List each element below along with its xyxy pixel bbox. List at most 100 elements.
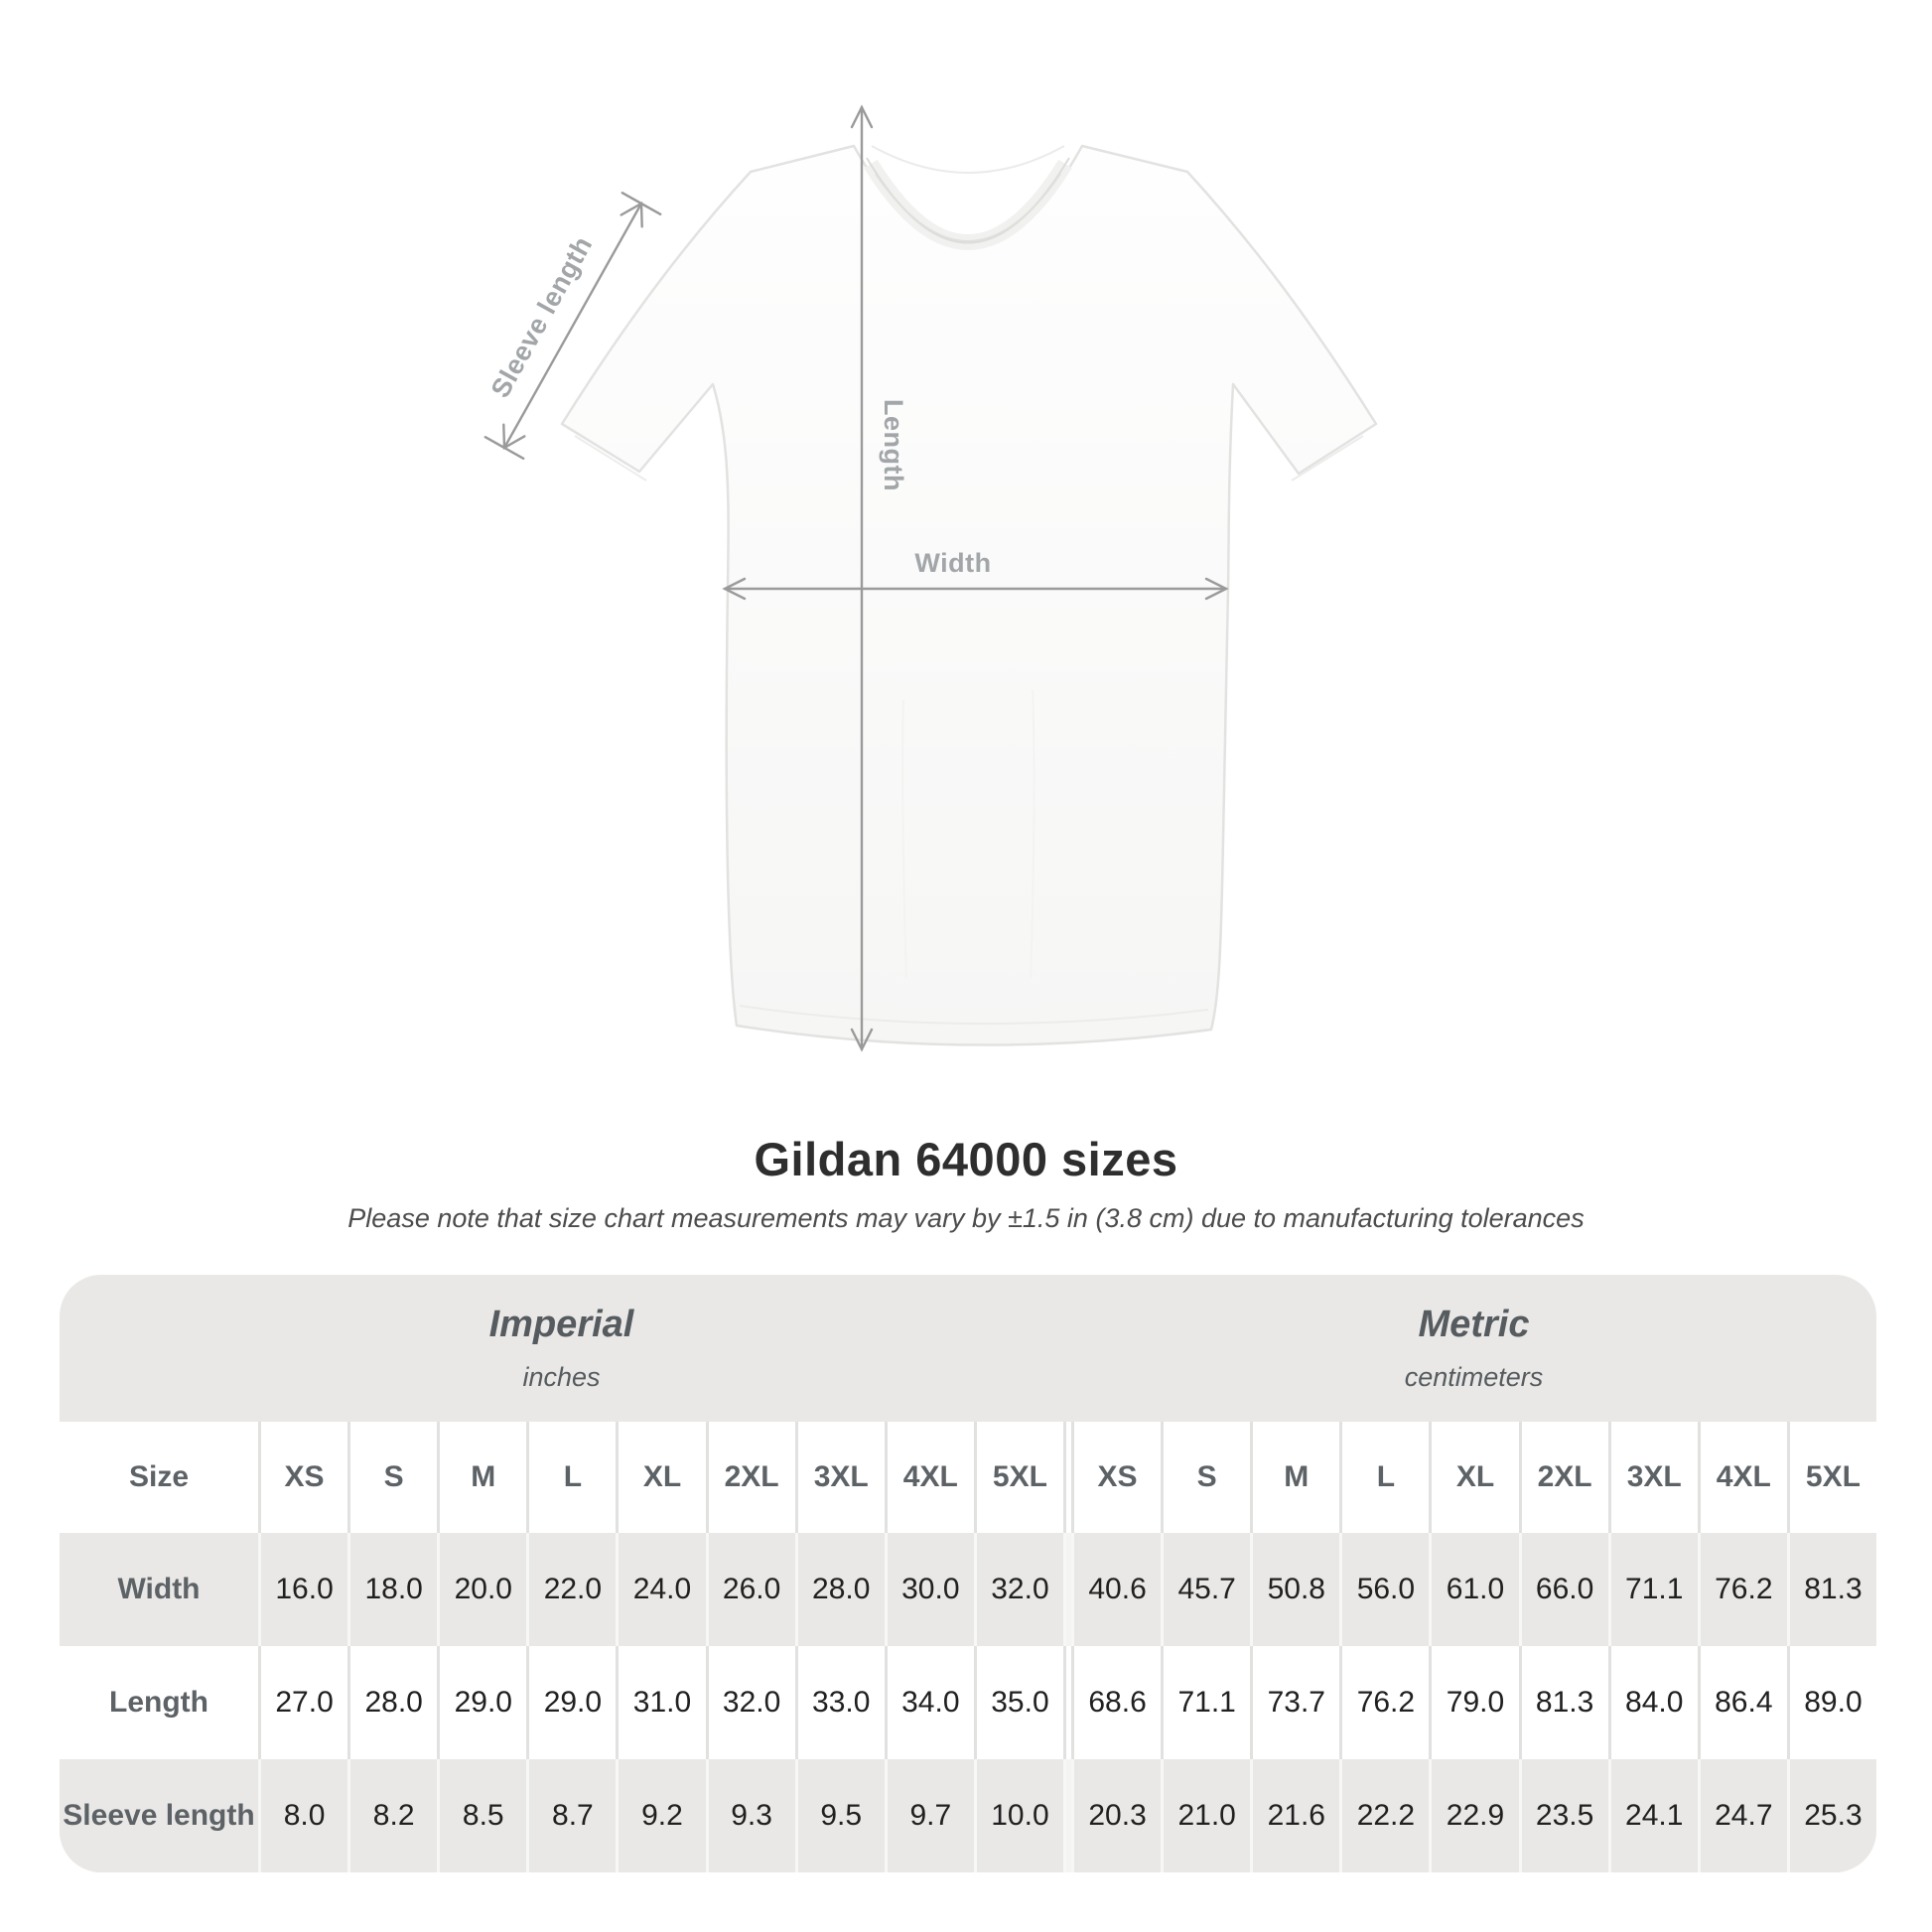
sleeve-imperial-m: 8.5 bbox=[437, 1759, 527, 1872]
length-arrow bbox=[850, 104, 874, 1052]
sleeve-metric-xs: 20.3 bbox=[1071, 1759, 1162, 1872]
length-imperial-4xl: 34.0 bbox=[884, 1646, 974, 1759]
size-table: Imperial inches Metric centimeters Size … bbox=[60, 1275, 1876, 1872]
length-row: Length 27.0 28.0 29.0 29.0 31.0 32.0 33.… bbox=[60, 1646, 1876, 1759]
width-metric-s: 45.7 bbox=[1161, 1533, 1251, 1646]
imperial-unit-label: inches bbox=[522, 1362, 601, 1392]
imperial-group-header: Imperial inches bbox=[60, 1275, 1063, 1422]
width-row: Width 16.0 18.0 20.0 22.0 24.0 26.0 28.0… bbox=[60, 1533, 1876, 1646]
page-title: Gildan 64000 sizes bbox=[754, 1133, 1178, 1185]
length-imperial-xl: 31.0 bbox=[616, 1646, 706, 1759]
size-header-imperial-m: M bbox=[437, 1422, 527, 1533]
length-metric-5xl: 89.0 bbox=[1786, 1646, 1876, 1759]
length-row-label: Length bbox=[60, 1646, 258, 1759]
length-metric-3xl: 84.0 bbox=[1607, 1646, 1698, 1759]
width-metric-5xl: 81.3 bbox=[1786, 1533, 1876, 1646]
group-separator bbox=[1063, 1759, 1071, 1872]
imperial-label: Imperial bbox=[488, 1304, 634, 1345]
size-header-imperial-5xl: 5XL bbox=[973, 1422, 1063, 1533]
width-metric-2xl: 66.0 bbox=[1518, 1533, 1608, 1646]
width-dimension-label: Width bbox=[914, 548, 992, 578]
length-metric-2xl: 81.3 bbox=[1518, 1646, 1608, 1759]
width-row-label: Width bbox=[60, 1533, 258, 1646]
right-cuff-stitch bbox=[1291, 435, 1364, 482]
sleeve-metric-4xl: 24.7 bbox=[1697, 1759, 1787, 1872]
collar-inner-stitch bbox=[875, 173, 1061, 242]
unit-header-row: Imperial inches Metric centimeters bbox=[60, 1275, 1876, 1422]
width-metric-3xl: 71.1 bbox=[1607, 1533, 1698, 1646]
length-metric-m: 73.7 bbox=[1250, 1646, 1340, 1759]
sleeve-imperial-xs: 8.0 bbox=[258, 1759, 348, 1872]
tee-outline bbox=[560, 144, 1378, 1046]
fabric-folds bbox=[901, 689, 1035, 979]
length-metric-l: 76.2 bbox=[1339, 1646, 1430, 1759]
sleeve-length-row: Sleeve length 8.0 8.2 8.5 8.7 9.2 9.3 9.… bbox=[60, 1759, 1876, 1872]
size-header-metric-m: M bbox=[1250, 1422, 1340, 1533]
sleeve-metric-m: 21.6 bbox=[1250, 1759, 1340, 1872]
size-header-imperial-xl: XL bbox=[616, 1422, 706, 1533]
group-separator bbox=[1063, 1422, 1071, 1533]
size-header-imperial-3xl: 3XL bbox=[794, 1422, 885, 1533]
sleeve-imperial-3xl: 9.5 bbox=[794, 1759, 885, 1872]
size-header-metric-5xl: 5XL bbox=[1786, 1422, 1876, 1533]
size-header-metric-4xl: 4XL bbox=[1697, 1422, 1787, 1533]
metric-unit-label: centimeters bbox=[1404, 1362, 1544, 1392]
width-metric-xl: 61.0 bbox=[1429, 1533, 1519, 1646]
size-header-metric-xs: XS bbox=[1071, 1422, 1162, 1533]
width-imperial-m: 20.0 bbox=[437, 1533, 527, 1646]
sleeve-length-row-label: Sleeve length bbox=[60, 1759, 258, 1872]
width-imperial-xl: 24.0 bbox=[616, 1533, 706, 1646]
width-imperial-5xl: 32.0 bbox=[973, 1533, 1063, 1646]
size-header-imperial-2xl: 2XL bbox=[705, 1422, 795, 1533]
sleeve-metric-5xl: 25.3 bbox=[1786, 1759, 1876, 1872]
size-header-imperial-4xl: 4XL bbox=[884, 1422, 974, 1533]
sleeve-metric-2xl: 23.5 bbox=[1518, 1759, 1608, 1872]
length-metric-4xl: 86.4 bbox=[1697, 1646, 1787, 1759]
size-header-imperial-s: S bbox=[347, 1422, 438, 1533]
size-column-header: Size bbox=[60, 1422, 258, 1533]
width-metric-m: 50.8 bbox=[1250, 1533, 1340, 1646]
length-imperial-xs: 27.0 bbox=[258, 1646, 348, 1759]
sleeve-metric-s: 21.0 bbox=[1161, 1759, 1251, 1872]
length-metric-xl: 79.0 bbox=[1429, 1646, 1519, 1759]
length-imperial-s: 28.0 bbox=[347, 1646, 438, 1759]
sleeve-imperial-l: 8.7 bbox=[526, 1759, 617, 1872]
length-imperial-l: 29.0 bbox=[526, 1646, 617, 1759]
sleeve-metric-xl: 22.9 bbox=[1429, 1759, 1519, 1872]
width-metric-l: 56.0 bbox=[1339, 1533, 1430, 1646]
length-imperial-2xl: 32.0 bbox=[705, 1646, 795, 1759]
sleeve-metric-3xl: 24.1 bbox=[1607, 1759, 1698, 1872]
tshirt-graphic bbox=[483, 104, 1378, 1052]
sleeve-imperial-2xl: 9.3 bbox=[705, 1759, 795, 1872]
group-separator bbox=[1063, 1533, 1071, 1646]
sleeve-imperial-4xl: 9.7 bbox=[884, 1759, 974, 1872]
width-imperial-xs: 16.0 bbox=[258, 1533, 348, 1646]
width-metric-xs: 40.6 bbox=[1071, 1533, 1162, 1646]
sleeve-metric-l: 22.2 bbox=[1339, 1759, 1430, 1872]
size-header-metric-2xl: 2XL bbox=[1518, 1422, 1608, 1533]
sleeve-imperial-5xl: 10.0 bbox=[973, 1759, 1063, 1872]
size-header-metric-3xl: 3XL bbox=[1607, 1422, 1698, 1533]
length-imperial-3xl: 33.0 bbox=[794, 1646, 885, 1759]
width-arrow bbox=[722, 577, 1229, 601]
size-header-imperial-l: L bbox=[526, 1422, 617, 1533]
size-header-metric-l: L bbox=[1339, 1422, 1430, 1533]
width-imperial-3xl: 28.0 bbox=[794, 1533, 885, 1646]
length-dimension-label: Length bbox=[879, 399, 908, 491]
left-cuff-stitch bbox=[574, 435, 647, 482]
size-header-row: Size XS S M L XL 2XL 3XL 4XL 5XL XS S M … bbox=[60, 1422, 1876, 1533]
size-header-metric-s: S bbox=[1161, 1422, 1251, 1533]
sleeve-imperial-xl: 9.2 bbox=[616, 1759, 706, 1872]
length-imperial-m: 29.0 bbox=[437, 1646, 527, 1759]
width-imperial-s: 18.0 bbox=[347, 1533, 438, 1646]
metric-group-header: Metric centimeters bbox=[1071, 1275, 1876, 1422]
metric-label: Metric bbox=[1418, 1304, 1530, 1345]
sleeve-imperial-s: 8.2 bbox=[347, 1759, 438, 1872]
group-separator bbox=[1063, 1646, 1071, 1759]
back-collar-line bbox=[871, 145, 1065, 174]
width-imperial-l: 22.0 bbox=[526, 1533, 617, 1646]
width-imperial-4xl: 30.0 bbox=[884, 1533, 974, 1646]
width-metric-4xl: 76.2 bbox=[1697, 1533, 1787, 1646]
width-imperial-2xl: 26.0 bbox=[705, 1533, 795, 1646]
length-metric-xs: 68.6 bbox=[1071, 1646, 1162, 1759]
